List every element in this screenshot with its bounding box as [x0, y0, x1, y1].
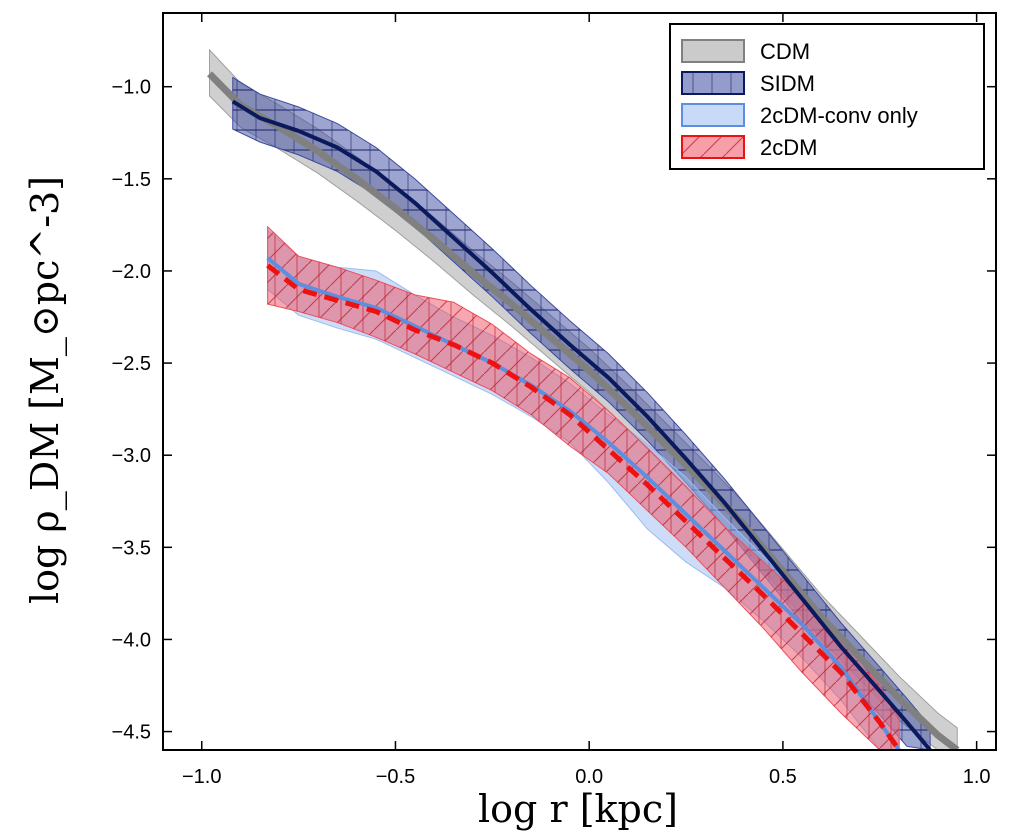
y-axis-title: log ρ_DM [M_⊙pc^-3] [23, 176, 68, 604]
y-tick-label: −4.5 [112, 722, 151, 744]
x-axis-title: log r [kpc] [478, 787, 678, 831]
legend-label-2cdm: 2cDM [760, 135, 817, 160]
uncertainty-bands [208, 48, 958, 750]
legend-swatch-hatch-sidm [682, 72, 744, 94]
y-tick-label: −3.5 [112, 537, 151, 559]
sidm-line [231, 99, 932, 750]
legend-label-cdm: CDM [760, 39, 810, 64]
2cdm-conv-only-line [266, 256, 901, 750]
x-tick-label: −1.0 [182, 766, 221, 788]
plot-frame [162, 12, 997, 751]
x-tick-label: 1.0 [963, 766, 991, 788]
y-tick-label: −1.0 [112, 77, 151, 99]
y-axis: −1.0 −1.5 −2.0 −2.5 −3.0 −3.5 −4.0 −4.5 [112, 77, 996, 744]
legend-swatch-cdm [681, 39, 745, 63]
y-tick-label: −2.5 [112, 353, 151, 375]
x-axis: −1.0 −0.5 0.0 0.5 1.0 [182, 13, 991, 788]
x-tick-label: 0.5 [769, 766, 797, 788]
median-lines [207, 71, 960, 750]
y-tick-label: −4.0 [112, 629, 151, 651]
x-tick-label: −0.5 [376, 766, 415, 788]
cdm-line [207, 71, 960, 750]
2cdm-line [266, 263, 902, 750]
y-tick-label: −2.0 [112, 261, 151, 283]
x-tick-label: 0.0 [575, 766, 603, 788]
2cdm-band-hatch-ticks [267, 226, 900, 750]
legend-swatch-2cdm-conv-only [681, 103, 745, 127]
legend-swatch-hatch-2cdm [682, 136, 744, 158]
legend-label-2cdm-conv-only: 2cDM-conv only [760, 103, 918, 128]
legend: CDM SIDM 2cDM-conv only 2cDM [669, 23, 985, 170]
y-tick-label: −1.5 [112, 169, 151, 191]
legend-label-sidm: SIDM [760, 71, 815, 96]
y-tick-label: −3.0 [112, 445, 151, 467]
